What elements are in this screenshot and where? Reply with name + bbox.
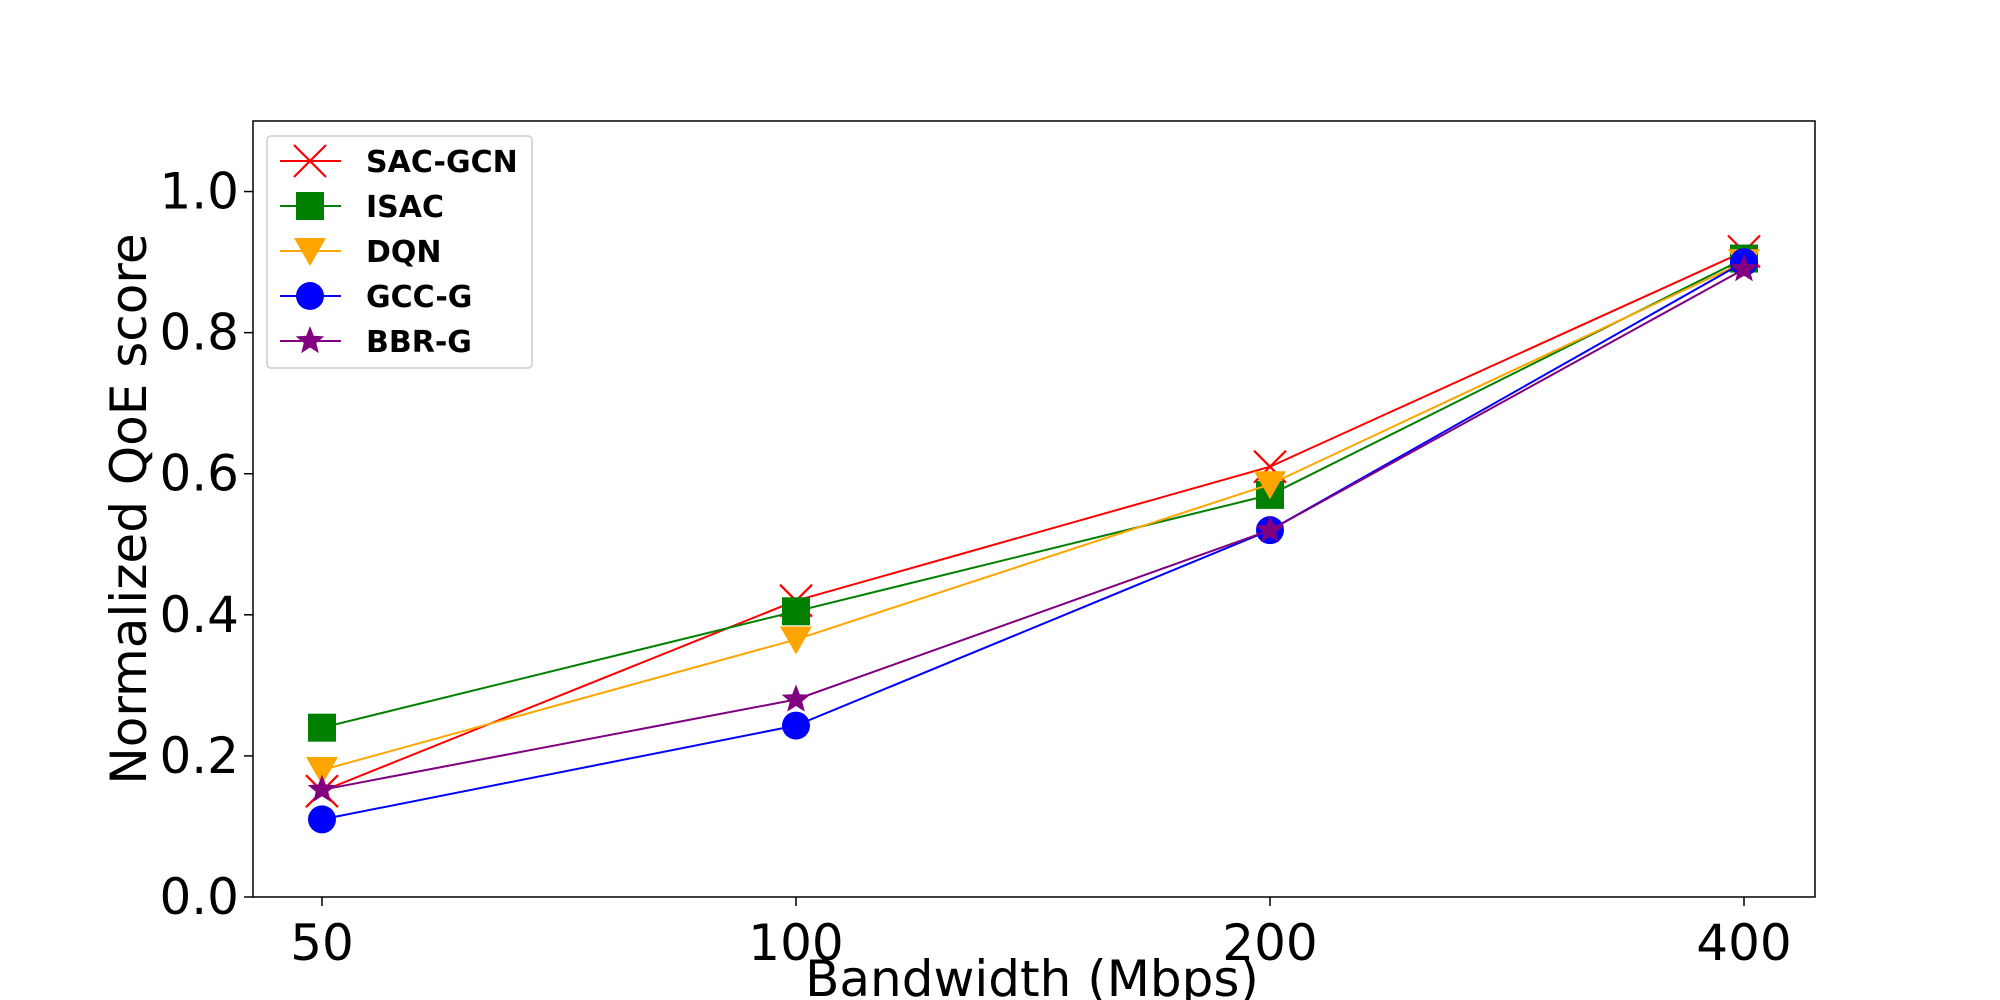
- y-axis-title: Normalized QoE score: [100, 233, 158, 784]
- legend-item-bbr-g: BBR-G: [280, 325, 472, 360]
- legend: SAC-GCN ISAC DQN GCC-G BBR-G: [266, 135, 533, 369]
- data-point-isac: [308, 713, 336, 742]
- y-tick-label: 0.0: [159, 868, 239, 926]
- data-point-dqn: [780, 626, 812, 655]
- x-axis-title: Bandwidth (Mbps): [805, 950, 1259, 1000]
- data-point-bbr-g: [1255, 515, 1285, 543]
- series-line-sac-gcn: [321, 250, 1745, 793]
- series-layer: [305, 234, 1761, 834]
- legend-marker-sac-gcn: [293, 144, 327, 178]
- legend-item-sac-gcn: SAC-GCN: [280, 144, 518, 180]
- x-tick-label: 100: [748, 914, 843, 972]
- legend-label: ISAC: [366, 190, 444, 225]
- x-tick-label: 400: [1696, 914, 1791, 972]
- series-line-bbr-g: [321, 268, 1745, 791]
- legend-item-dqn: DQN: [280, 235, 442, 270]
- y-tick-label: 0.2: [159, 727, 239, 785]
- legend-label: SAC-GCN: [366, 145, 518, 180]
- legend-box: [266, 135, 533, 369]
- legend-label: DQN: [366, 235, 442, 270]
- legend-item-gcc-g: GCC-G: [280, 280, 472, 315]
- x-tick-label: 50: [290, 914, 354, 972]
- data-point-gcc-g: [782, 711, 810, 740]
- data-point-dqn: [1254, 471, 1286, 500]
- plot-frame: [252, 120, 1816, 898]
- data-point-bbr-g: [781, 684, 811, 712]
- data-point-isac: [782, 597, 810, 626]
- legend-label: BBR-G: [366, 325, 472, 360]
- legend-marker-dqn: [294, 238, 326, 266]
- series-line-dqn: [321, 261, 1745, 771]
- series-line-gcc-g: [321, 261, 1745, 821]
- legend-item-isac: ISAC: [280, 190, 444, 225]
- data-point-bbr-g: [1729, 254, 1759, 282]
- y-tick-label: 1.0: [159, 163, 239, 221]
- data-point-gcc-g: [308, 805, 336, 834]
- data-point-dqn: [306, 757, 338, 786]
- x-axis: 50 100 200 400: [290, 897, 1792, 972]
- series-line-isac: [321, 257, 1745, 729]
- legend-marker-bbr-g: [295, 326, 325, 354]
- legend-marker-isac: [296, 192, 324, 220]
- x-tick-label: 200: [1222, 914, 1317, 972]
- y-axis: 0.0 0.2 0.4 0.6 0.8 1.0: [159, 163, 253, 926]
- data-point-bbr-g: [307, 774, 337, 802]
- y-tick-label: 0.8: [159, 304, 239, 362]
- y-tick-label: 0.6: [159, 445, 239, 503]
- series-bbr-g: [307, 254, 1759, 802]
- legend-label: GCC-G: [366, 280, 472, 315]
- legend-marker-gcc-g: [296, 282, 324, 310]
- y-tick-label: 0.4: [159, 586, 239, 644]
